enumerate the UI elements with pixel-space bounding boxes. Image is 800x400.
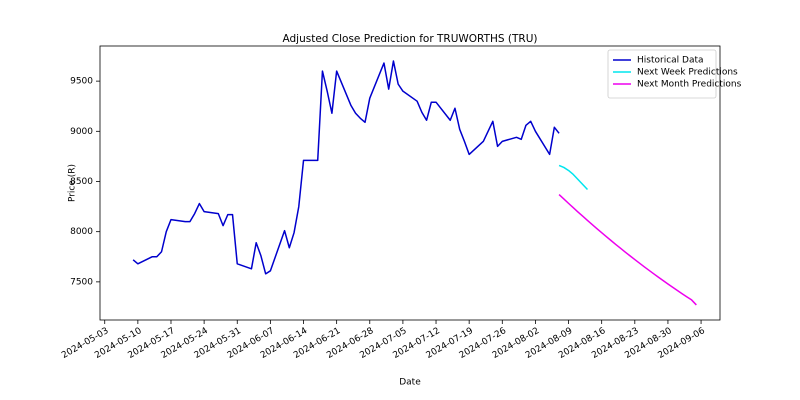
y-axis-label: Price (R) [68, 164, 78, 202]
y-tick-label: 8500 [70, 177, 93, 187]
series-line [558, 164, 589, 191]
x-axis-label: Date [399, 378, 421, 388]
chart-title: Adjusted Close Prediction for TRUWORTHS … [283, 33, 538, 45]
legend-label: Next Week Predictions [637, 68, 738, 78]
legend-box [607, 49, 717, 99]
legend: Historical Data Next Week Predictions Next… [607, 49, 742, 99]
axes-frame [99, 45, 721, 321]
y-tick-label: 8000 [70, 227, 93, 237]
y-tick-label: 9000 [70, 127, 93, 137]
y-tick-label: 9500 [70, 77, 93, 87]
series-line [132, 60, 560, 275]
legend-label: Historical Data [637, 56, 704, 66]
series-line [558, 193, 697, 306]
y-tick-label: 7500 [70, 277, 93, 287]
legend-label: Next Month Predictions [637, 80, 742, 90]
